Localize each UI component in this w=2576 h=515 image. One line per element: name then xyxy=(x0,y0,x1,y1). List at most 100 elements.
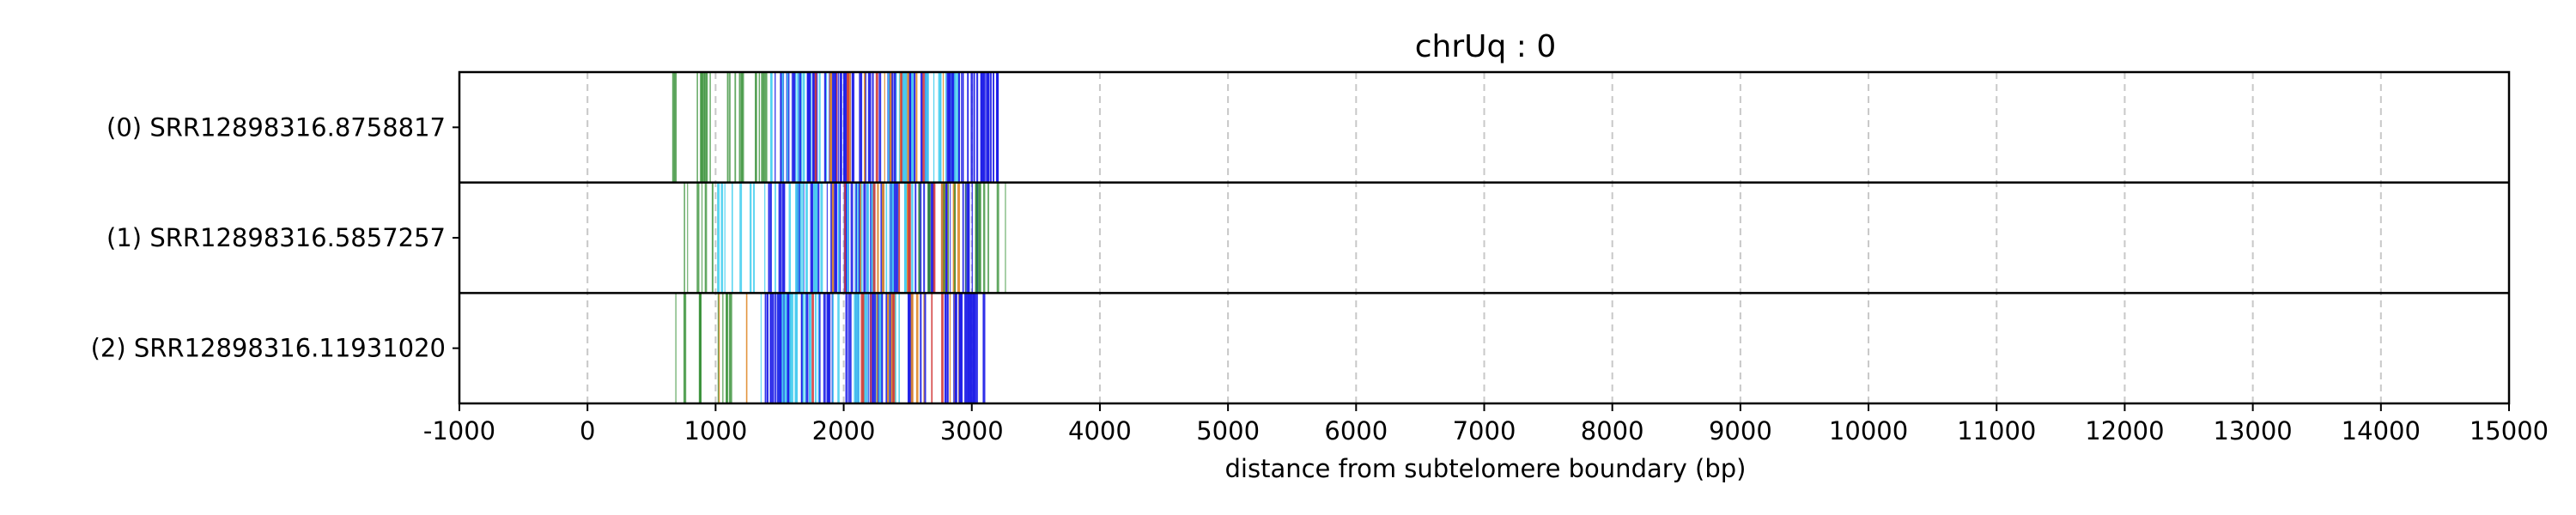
motif-mark xyxy=(811,293,814,403)
motif-mark xyxy=(788,72,790,183)
motif-mark xyxy=(770,182,772,294)
motif-mark xyxy=(875,72,878,183)
motif-mark xyxy=(962,182,964,294)
motif-mark xyxy=(837,72,839,183)
motif-mark xyxy=(878,72,882,183)
motif-mark xyxy=(704,72,708,183)
motif-mark xyxy=(884,72,885,183)
motif-mark xyxy=(945,293,947,403)
motif-mark xyxy=(837,293,840,403)
motif-mark xyxy=(674,72,677,183)
motif-mark xyxy=(923,293,925,403)
motif-mark xyxy=(927,72,929,183)
motif-mark xyxy=(908,72,911,183)
motif-mark xyxy=(854,293,856,403)
motif-mark xyxy=(851,182,854,294)
frame-layer xyxy=(453,70,2511,411)
motif-mark xyxy=(971,182,973,294)
motif-mark xyxy=(965,182,967,294)
motif-mark xyxy=(973,293,975,403)
motif-mark xyxy=(683,182,685,294)
motif-mark xyxy=(782,293,784,403)
motif-mark xyxy=(787,72,789,183)
motif-mark xyxy=(902,72,905,183)
motif-mark xyxy=(717,293,720,403)
motif-mark xyxy=(885,293,888,403)
motif-mark xyxy=(684,293,687,403)
motif-mark xyxy=(878,293,882,403)
motif-mark xyxy=(957,72,960,183)
motif-mark xyxy=(887,293,890,403)
motif-mark xyxy=(711,182,714,294)
motif-mark xyxy=(814,293,817,403)
motif-mark xyxy=(943,182,945,294)
motif-mark xyxy=(863,182,865,294)
motif-mark xyxy=(892,293,895,403)
motif-mark xyxy=(831,72,835,183)
motif-mark xyxy=(848,72,851,183)
motif-mark xyxy=(780,293,781,403)
motif-mark xyxy=(837,182,840,294)
motif-mark xyxy=(835,182,838,294)
motif-mark xyxy=(791,293,793,403)
read-label: (0) SRR12898316.8758817 xyxy=(106,112,446,142)
motif-mark xyxy=(840,72,842,183)
motif-mark xyxy=(848,293,849,403)
motif-mark xyxy=(803,182,805,294)
motif-mark xyxy=(961,72,963,183)
motif-mark xyxy=(775,293,776,403)
motif-mark xyxy=(793,72,795,183)
motif-mark xyxy=(894,182,896,294)
motif-mark xyxy=(798,182,800,294)
motif-mark xyxy=(945,182,948,294)
motif-mark xyxy=(915,72,918,183)
motif-mark xyxy=(829,72,832,183)
motif-mark xyxy=(830,182,833,294)
motif-mark xyxy=(973,72,975,183)
motif-mark xyxy=(993,72,994,183)
motif-mark xyxy=(813,182,815,294)
motif-mark xyxy=(989,72,992,183)
motif-mark xyxy=(872,182,876,294)
motif-mark xyxy=(793,72,796,183)
motif-mark xyxy=(795,293,799,403)
motif-mark xyxy=(729,72,731,183)
motif-mark xyxy=(914,72,916,183)
motif-mark xyxy=(778,182,781,294)
motif-mark xyxy=(911,182,914,294)
motif-mark xyxy=(965,293,969,403)
x-tick-label: 6000 xyxy=(1324,416,1388,445)
motif-mark xyxy=(781,182,784,294)
motif-mark xyxy=(698,293,702,403)
motif-mark xyxy=(730,293,732,403)
motif-mark xyxy=(753,182,755,294)
motif-mark xyxy=(732,182,733,294)
motif-mark xyxy=(738,72,741,183)
motif-mark xyxy=(970,72,973,183)
motif-mark xyxy=(795,182,798,294)
motif-mark xyxy=(920,72,922,183)
motif-mark xyxy=(675,293,677,403)
motif-mark xyxy=(820,182,823,294)
motif-mark xyxy=(866,182,869,294)
motif-mark xyxy=(922,72,925,183)
x-tick-label: 8000 xyxy=(1581,416,1644,445)
motif-mark xyxy=(845,293,848,403)
x-tick-label: 9000 xyxy=(1709,416,1772,445)
read-track-0 xyxy=(671,72,999,183)
motif-mark xyxy=(767,293,769,403)
motif-mark xyxy=(980,72,982,183)
motif-mark xyxy=(849,293,852,403)
motif-mark xyxy=(911,72,914,183)
motif-mark xyxy=(847,182,849,294)
motif-mark xyxy=(895,72,896,183)
motif-mark xyxy=(987,182,989,294)
motif-mark xyxy=(741,72,744,183)
motif-mark xyxy=(918,182,920,294)
read-track-1 xyxy=(683,182,1006,294)
motif-mark xyxy=(765,72,768,183)
motif-mark xyxy=(851,72,855,183)
motif-mark xyxy=(787,293,791,403)
motif-mark xyxy=(941,293,944,403)
x-tick-label: 13000 xyxy=(2213,416,2292,445)
